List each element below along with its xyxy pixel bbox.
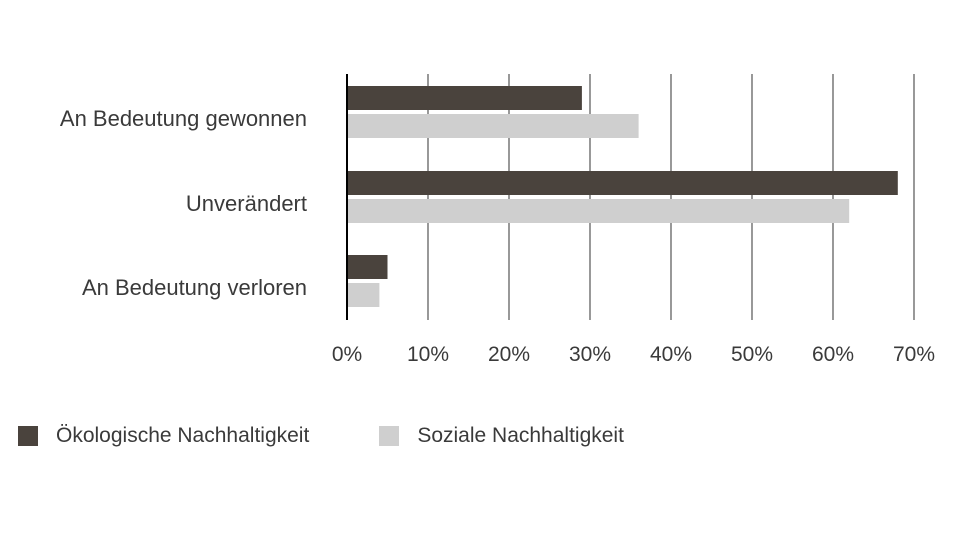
category-label-2: An Bedeutung verloren [82, 275, 307, 300]
tick-label-50: 50% [731, 343, 773, 366]
legend-label-oekologische: Ökologische Nachhaltigkeit [56, 424, 310, 447]
tick-label-30: 30% [569, 343, 611, 366]
tick-label-70: 70% [893, 343, 935, 366]
tick-label-10: 10% [407, 343, 449, 366]
bar-1-series-1 [348, 199, 850, 223]
legend-swatch-soziale [379, 426, 400, 446]
legend-item-oekologische: Ökologische Nachhaltigkeit [18, 424, 309, 448]
bar-1-series-0 [348, 171, 898, 195]
tick-label-60: 60% [812, 343, 854, 366]
grid-lines [427, 74, 915, 320]
bar-0-series-1 [348, 114, 639, 138]
tick-label-20: 20% [488, 343, 530, 366]
category-label-1: Unverändert [186, 191, 307, 216]
bars [348, 86, 898, 307]
category-labels: An Bedeutung gewonnen Unverändert An Bedeu… [60, 106, 307, 300]
bar-0-series-0 [348, 86, 582, 110]
legend: Ökologische Nachhaltigkeit Soziale Nachh… [18, 424, 694, 448]
bar-2-series-1 [348, 283, 380, 307]
tick-labels: 0% 10% 20% 30% 40% 50% 60% 70% [332, 343, 935, 366]
category-label-0: An Bedeutung gewonnen [60, 106, 307, 131]
bar-2-series-0 [348, 255, 388, 279]
tick-label-0: 0% [332, 343, 362, 366]
legend-item-soziale: Soziale Nachhaltigkeit [379, 424, 624, 448]
tick-label-40: 40% [650, 343, 692, 366]
legend-swatch-oekologische [18, 426, 38, 446]
legend-label-soziale: Soziale Nachhaltigkeit [417, 424, 624, 447]
